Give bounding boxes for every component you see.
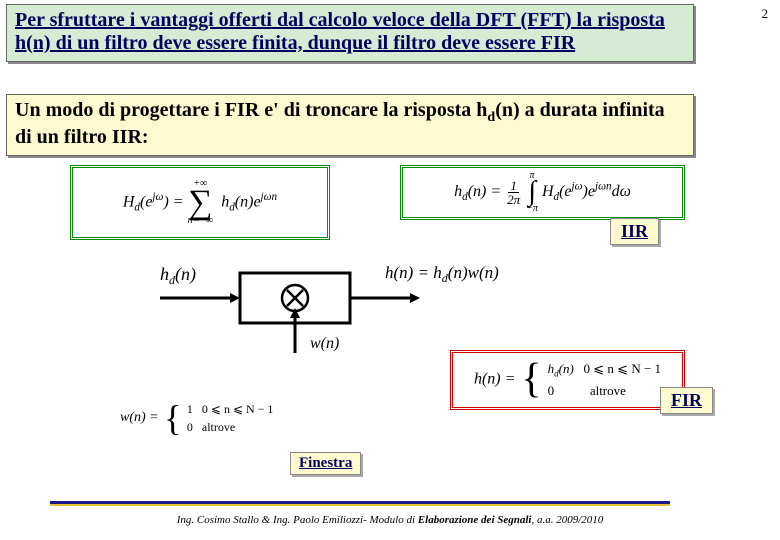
intro-text: Per sfruttare i vantaggi offerti dal cal… xyxy=(15,9,685,55)
eq2-lhs: h xyxy=(454,183,462,200)
eq4-c1l: 1 xyxy=(187,402,193,416)
eq4-lhs: w(n) = xyxy=(120,410,162,425)
eq1-lhs: H xyxy=(123,193,135,210)
eq1-arg: (e xyxy=(140,193,152,210)
equation-wn: w(n) = { 1 0 ⩽ n ⩽ N − 1 0 altrove xyxy=(120,400,380,455)
method-prefix: Un modo di progettare i FIR e' di tronca… xyxy=(15,99,487,121)
eq2-lhs-arg: (n) = xyxy=(468,183,505,200)
eq1-rhs-sup: jωn xyxy=(261,191,278,203)
method-box: Un modo di progettare i FIR e' di tronca… xyxy=(6,94,694,156)
eq4-cases: 1 0 ⩽ n ⩽ N − 1 0 altrove xyxy=(187,400,274,436)
eq3-c2l: 0 xyxy=(548,383,555,398)
footer: Ing. Cosimo Stallo & Ing. Paolo Emiliozz… xyxy=(0,514,780,526)
intro-box: Per sfruttare i vantaggi offerti dal cal… xyxy=(6,4,694,62)
eq2-frac: 12π xyxy=(505,179,522,206)
eq3-lhs: h(n) = xyxy=(474,371,519,388)
eq3-c1a: (n) xyxy=(559,361,574,376)
eq1-rhs: h xyxy=(221,193,229,210)
eq3-cases: hd(n) 0 ⩽ n ⩽ N − 1 0 altrove xyxy=(548,359,661,401)
sum-limits: +∞∑n=−∞ xyxy=(188,179,214,226)
eq4-c2c: altrove xyxy=(202,420,235,434)
eq2-rhs-sup: jω xyxy=(572,181,583,193)
fir-label: FIR xyxy=(660,387,713,414)
int-bot: −π xyxy=(526,204,538,214)
sigma-icon: ∑ xyxy=(188,189,212,216)
divider-yellow xyxy=(50,504,670,506)
eq2-rhs-arg: (e xyxy=(559,183,571,200)
diagram-win-label: w(n) xyxy=(310,335,339,352)
equation-idtft: hd(n) = 12π π∫−π Hd(ejω)ejωndω xyxy=(400,165,685,220)
eq1-arg-close: ) = xyxy=(163,193,187,210)
frac-num: 1 xyxy=(508,179,519,193)
eq1-rhs-arg: (n)e xyxy=(235,193,261,210)
frac-den: 2π xyxy=(505,193,522,206)
page-number: 2 xyxy=(762,6,769,22)
int-limits: π∫−π xyxy=(526,171,538,213)
block-diagram: hd(n) w(n) h(n) = hd(n)w(n) xyxy=(150,258,550,358)
eq2-rhs-sup2: jωn xyxy=(595,181,612,193)
brace-icon: { xyxy=(521,363,541,397)
equation-hn: h(n) = { hd(n) 0 ⩽ n ⩽ N − 1 0 altrove xyxy=(450,350,685,410)
divider-bar xyxy=(50,501,670,506)
footer-em: Elaborazione dei Segnali xyxy=(418,514,532,526)
footer-pre: Ing. Cosimo Stallo & Ing. Paolo Emiliozz… xyxy=(177,514,418,526)
footer-post: , a.a. 2009/2010 xyxy=(531,514,603,526)
eq1-arg-sup: jω xyxy=(152,191,163,203)
integral-icon: ∫ xyxy=(528,181,536,203)
eq2-rhs-close: )e xyxy=(583,183,595,200)
equation-dtft: Hd(ejω) = +∞∑n=−∞ hd(n)ejωn xyxy=(70,165,330,240)
eq2-dw: dω xyxy=(612,183,631,200)
iir-label: IIR xyxy=(610,218,659,245)
finestra-label: Finestra xyxy=(290,452,361,475)
diagram-out-label: h(n) = hd(n)w(n) xyxy=(385,263,499,285)
sum-bot: n=−∞ xyxy=(188,216,214,226)
eq3-c2c: altrove xyxy=(590,383,626,398)
eq3-c1c: 0 ⩽ n ⩽ N − 1 xyxy=(584,361,662,376)
eq4-c1c: 0 ⩽ n ⩽ N − 1 xyxy=(202,402,274,416)
method-text: Un modo di progettare i FIR e' di tronca… xyxy=(15,99,685,149)
eq2-rhs: H xyxy=(542,183,554,200)
eq4-c2l: 0 xyxy=(187,420,193,434)
brace-icon: { xyxy=(164,404,181,433)
diagram-in-label: hd(n) xyxy=(160,264,196,287)
